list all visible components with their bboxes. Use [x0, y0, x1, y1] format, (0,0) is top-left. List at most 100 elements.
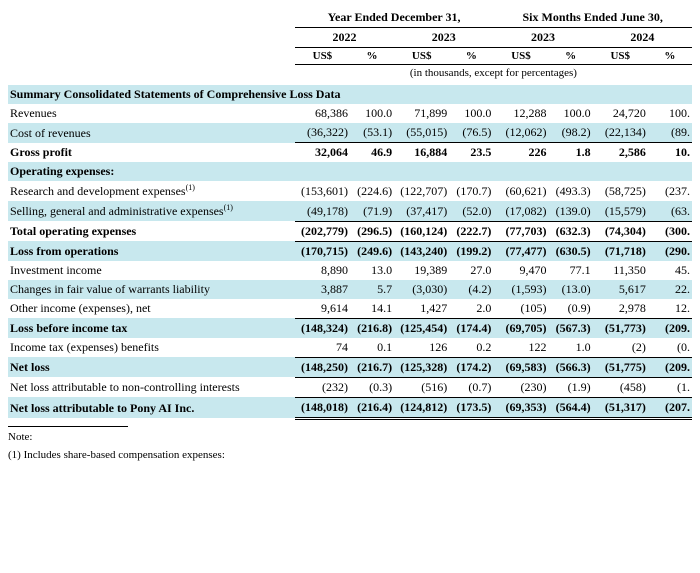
row-revenues: Revenues 68,386 100.0 71,899 100.0 12,28…: [8, 104, 692, 123]
cell: (15,579): [593, 201, 648, 221]
cell: 1.8: [549, 143, 593, 163]
unit-us-2: US$: [394, 48, 449, 65]
label-gross-profit: Gross profit: [8, 143, 295, 163]
row-net-loss: Net loss (148,250) (216.7) (125,328) (17…: [8, 357, 692, 377]
row-opex-title: Operating expenses:: [8, 162, 692, 181]
row-nci: Net loss attributable to non-controlling…: [8, 377, 692, 397]
cell: (170,715): [295, 241, 350, 261]
cell: 13.0: [350, 261, 394, 280]
cell: (22,134): [593, 123, 648, 143]
cell: (232): [295, 377, 350, 397]
cell: 100.0: [549, 104, 593, 123]
cell: (493.3): [549, 181, 593, 201]
header-group-row: Year Ended December 31, Six Months Ended…: [8, 8, 692, 28]
footnote-1: (1) Includes share-based compensation ex…: [8, 449, 692, 461]
cell: 226: [493, 143, 548, 163]
financial-table: Year Ended December 31, Six Months Ended…: [8, 8, 692, 420]
cell: (216.8): [350, 318, 394, 338]
label-net-loss-pony: Net loss attributable to Pony AI Inc.: [8, 397, 295, 418]
label-revenues: Revenues: [8, 104, 295, 123]
cell: (55,015): [394, 123, 449, 143]
label-nci: Net loss attributable to non-controlling…: [8, 377, 295, 397]
cell: 126: [394, 338, 449, 358]
cell: (566.3): [549, 357, 593, 377]
label-inv-income: Investment income: [8, 261, 295, 280]
cell: 1.0: [549, 338, 593, 358]
cell: 23.5: [449, 143, 493, 163]
cell: (1,593): [493, 280, 548, 299]
note-rule: [8, 426, 128, 427]
cell: (209.: [648, 357, 692, 377]
cell: (174.4): [449, 318, 493, 338]
fn-ref-1b: (1): [224, 203, 233, 212]
cell: (53.1): [350, 123, 394, 143]
cell: 100.0: [449, 104, 493, 123]
row-rnd: Research and development expenses(1) (15…: [8, 181, 692, 201]
cell: (1.9): [549, 377, 593, 397]
hdr-six-months: Six Months Ended June 30,: [493, 8, 692, 28]
cell: (160,124): [394, 221, 449, 241]
cell: (0.9): [549, 299, 593, 319]
cell: 11,350: [593, 261, 648, 280]
cell: 12.: [648, 299, 692, 319]
cell: (216.7): [350, 357, 394, 377]
cell: (458): [593, 377, 648, 397]
cell: (77,703): [493, 221, 548, 241]
row-fv-warrants: Changes in fair value of warrants liabil…: [8, 280, 692, 299]
row-tax: Income tax (expenses) benefits 74 0.1 12…: [8, 338, 692, 358]
label-loss-before-tax: Loss before income tax: [8, 318, 295, 338]
cell: 14.1: [350, 299, 394, 319]
cell: (209.: [648, 318, 692, 338]
cell: (222.7): [449, 221, 493, 241]
cell: (148,250): [295, 357, 350, 377]
label-rnd: Research and development expenses(1): [8, 181, 295, 201]
label-rnd-text: Research and development expenses: [10, 184, 186, 198]
cell: (76.5): [449, 123, 493, 143]
cell: (77,477): [493, 241, 548, 261]
cell: (1.: [648, 377, 692, 397]
cell: 0.1: [350, 338, 394, 358]
cell: (567.3): [549, 318, 593, 338]
cell: (58,725): [593, 181, 648, 201]
hdr-2022: 2022: [295, 28, 394, 48]
row-inv-income: Investment income 8,890 13.0 19,389 27.0…: [8, 261, 692, 280]
cell: (296.5): [350, 221, 394, 241]
cell: 45.: [648, 261, 692, 280]
cell: (71,718): [593, 241, 648, 261]
cell: (69,583): [493, 357, 548, 377]
cell: (49,178): [295, 201, 350, 221]
cell: (36,322): [295, 123, 350, 143]
cell: 22.: [648, 280, 692, 299]
cell: (224.6): [350, 181, 394, 201]
note-label: Note:: [8, 431, 692, 443]
cell: (17,082): [493, 201, 548, 221]
cell: (125,454): [394, 318, 449, 338]
units-subnote: (in thousands, except for percentages): [295, 65, 692, 86]
cell: (2): [593, 338, 648, 358]
cell: (632.3): [549, 221, 593, 241]
unit-pct-2: %: [449, 48, 493, 65]
section-title-row: Summary Consolidated Statements of Compr…: [8, 85, 692, 104]
cell: 100.0: [350, 104, 394, 123]
cell: (290.: [648, 241, 692, 261]
cell: (4.2): [449, 280, 493, 299]
section-title: Summary Consolidated Statements of Compr…: [8, 85, 692, 104]
row-gross-profit: Gross profit 32,064 46.9 16,884 23.5 226…: [8, 143, 692, 163]
cell: (170.7): [449, 181, 493, 201]
cell: 1,427: [394, 299, 449, 319]
cell: (173.5): [449, 397, 493, 418]
cell: (174.2): [449, 357, 493, 377]
row-loss-before-tax: Loss before income tax (148,324) (216.8)…: [8, 318, 692, 338]
cell: (153,601): [295, 181, 350, 201]
header-units-row: US$ % US$ % US$ % US$ %: [8, 48, 692, 65]
cell: (0.: [648, 338, 692, 358]
cell: (105): [493, 299, 548, 319]
label-total-opex: Total operating expenses: [8, 221, 295, 241]
cell: (148,324): [295, 318, 350, 338]
cell: 12,288: [493, 104, 548, 123]
label-sga-text: Selling, general and administrative expe…: [10, 204, 224, 218]
cell: 122: [493, 338, 548, 358]
cell: (199.2): [449, 241, 493, 261]
cell: (69,353): [493, 397, 548, 418]
cell: (143,240): [394, 241, 449, 261]
